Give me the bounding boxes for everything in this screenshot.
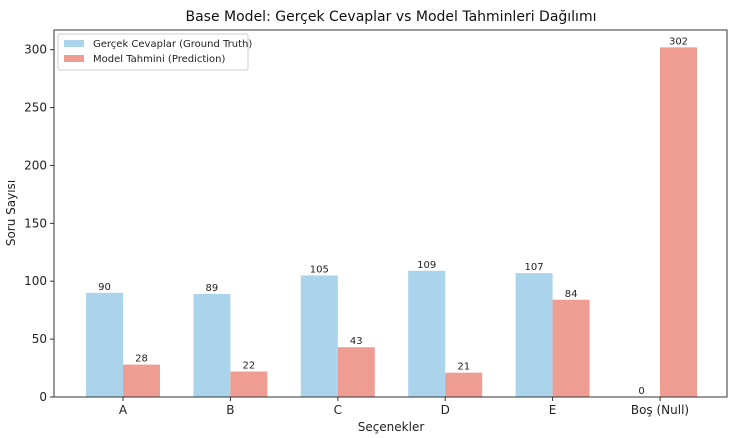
bar-prediction-2	[337, 347, 375, 397]
x-tick-label: A	[119, 403, 128, 417]
bar-prediction-4	[552, 299, 590, 397]
y-tick-label: 50	[32, 332, 47, 346]
x-tick-label: E	[549, 403, 557, 417]
x-tick-label: B	[226, 403, 234, 417]
data-label-prediction-0: 28	[135, 354, 148, 365]
legend-swatch-ground-truth	[64, 40, 84, 47]
data-label-prediction-1: 22	[243, 361, 256, 372]
bar-ground-truth-2	[300, 275, 338, 397]
chart-title: Base Model: Gerçek Cevaplar vs Model Tah…	[186, 9, 597, 25]
y-tick-label: 0	[39, 390, 47, 404]
data-label-ground-truth-0: 90	[98, 282, 111, 293]
legend: Gerçek Cevaplar (Ground Truth) Model Tah…	[57, 33, 252, 71]
data-label-ground-truth-1: 89	[206, 283, 219, 294]
y-tick-label: 300	[24, 43, 47, 57]
bar-ground-truth-1	[193, 293, 231, 397]
data-label-prediction-5: 302	[669, 36, 688, 47]
data-label-ground-truth-3: 109	[417, 260, 436, 271]
y-tick-label: 150	[24, 216, 47, 230]
bar-ground-truth-4	[515, 273, 553, 397]
data-label-prediction-2: 43	[350, 336, 363, 347]
bar-prediction-3	[445, 372, 483, 397]
data-label-prediction-4: 84	[565, 289, 578, 300]
y-tick-label: 100	[24, 274, 47, 288]
x-tick-label: D	[441, 403, 450, 417]
x-axis-label: Seçenekler	[358, 420, 425, 434]
bar-ground-truth-3	[408, 270, 446, 397]
bar-prediction-5	[660, 47, 697, 397]
y-axis-label: Soru Sayısı	[4, 180, 18, 246]
data-label-ground-truth-4: 107	[525, 262, 544, 273]
y-tick-label: 250	[24, 101, 47, 115]
data-label-ground-truth-5: 0	[638, 386, 644, 397]
x-tick-label: Boş (Null)	[631, 403, 689, 417]
bar-ground-truth-0	[86, 292, 123, 397]
x-tick-label: C	[334, 403, 342, 417]
y-tick-label: 200	[24, 158, 47, 172]
bar-prediction-0	[123, 364, 160, 397]
plot-frame	[53, 29, 728, 398]
data-label-ground-truth-2: 105	[310, 264, 329, 275]
legend-label-prediction: Model Tahmini (Prediction)	[93, 54, 226, 65]
bar-prediction-1	[230, 371, 268, 397]
data-label-prediction-3: 21	[457, 362, 470, 373]
legend-label-ground-truth: Gerçek Cevaplar (Ground Truth)	[93, 39, 252, 50]
legend-swatch-prediction	[64, 55, 84, 62]
